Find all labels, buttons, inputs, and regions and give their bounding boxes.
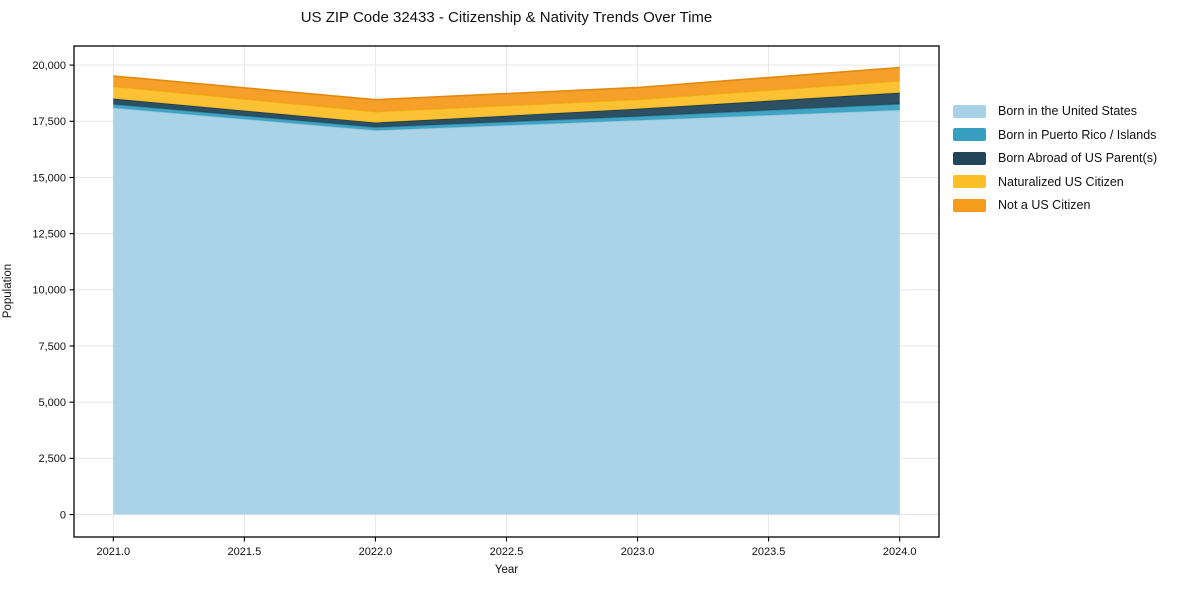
legend-label-4: Not a US Citizen — [998, 198, 1091, 212]
y-tick-label: 5,000 — [38, 397, 66, 409]
legend-swatch-1 — [953, 128, 986, 141]
x-tick-label: 2024.0 — [883, 546, 917, 558]
x-tick-label: 2021.5 — [228, 546, 262, 558]
legend: Born in the United States Born in Puerto … — [953, 104, 1157, 212]
area-edge-4 — [113, 66, 900, 101]
axis-ticks — [69, 64, 901, 542]
y-tick-label: 15,000 — [32, 172, 66, 184]
legend-label-3: Naturalized US Citizen — [998, 174, 1124, 189]
y-tick-label: 7,500 — [38, 341, 66, 353]
y-tick-label: 20,000 — [32, 60, 66, 72]
x-tick-label: 2023.0 — [621, 546, 655, 558]
y-tick-label: 17,500 — [32, 116, 66, 128]
stacked-areas — [113, 66, 900, 515]
x-axis-label: Year — [494, 564, 519, 576]
y-tick-label: 12,500 — [32, 228, 66, 240]
legend-label-0: Born in the United States — [998, 104, 1137, 118]
legend-swatch-3 — [953, 175, 986, 188]
area-series-4 — [113, 67, 900, 112]
y-tick-label: 10,000 — [32, 285, 66, 297]
y-tick-label: 0 — [60, 509, 66, 521]
legend-item-3: Naturalized US Citizen — [953, 175, 1157, 189]
x-tick-label: 2022.0 — [359, 546, 393, 558]
legend-item-0: Born in the United States — [953, 104, 1157, 118]
legend-label-2: Born Abroad of US Parent(s) — [998, 151, 1158, 165]
area-series-3 — [113, 80, 900, 123]
area-series-1 — [113, 104, 900, 131]
legend-swatch-2 — [953, 151, 986, 165]
legend-item-1: Born in Puerto Rico / Islands — [953, 128, 1157, 142]
legend-item-4: Not a US Citizen — [953, 198, 1157, 212]
legend-item-2: Born Abroad of US Parent(s) — [953, 151, 1157, 165]
legend-label-1: Born in Puerto Rico / Islands — [998, 127, 1157, 142]
chart-title: US ZIP Code 32433 - Citizenship & Nativi… — [300, 9, 713, 26]
y-tick-label: 2,500 — [38, 453, 66, 465]
area-series-0 — [113, 107, 900, 515]
area-series-2 — [113, 92, 900, 128]
x-tick-label: 2023.5 — [752, 546, 786, 558]
y-axis-label: Population — [2, 263, 14, 319]
x-tick-label: 2021.0 — [96, 546, 130, 558]
tick-labels: 0 2,500 5,000 7,500 10,000 12,500 15,000 17,500… — [32, 60, 916, 558]
legend-swatch-4 — [953, 198, 986, 212]
x-tick-label: 2022.5 — [490, 546, 524, 558]
legend-swatch-0 — [953, 104, 986, 118]
